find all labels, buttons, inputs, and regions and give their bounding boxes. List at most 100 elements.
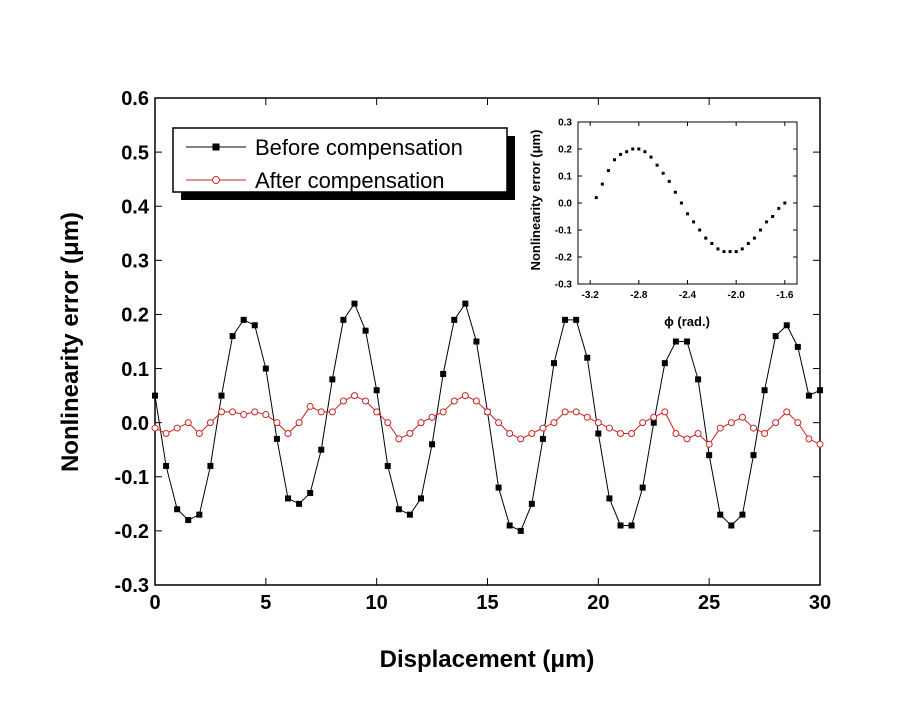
data-point-after [750, 424, 757, 432]
data-point-before [717, 511, 724, 518]
main-y-tick-label: 0.0 [121, 413, 149, 435]
data-point-after [472, 397, 480, 405]
data-point-before [706, 452, 713, 459]
inset-data-point [655, 163, 659, 167]
data-point-after [262, 411, 270, 419]
data-point-after [705, 440, 713, 448]
data-point-before [639, 484, 646, 491]
data-point-before [318, 446, 325, 453]
data-point-before [772, 333, 779, 340]
data-point-after [772, 419, 780, 427]
data-point-after [506, 429, 514, 437]
data-point-after [617, 429, 624, 437]
inset-data-point [698, 228, 702, 232]
data-point-after [428, 413, 436, 421]
inset-x-tick-label: -3.2 [582, 290, 600, 301]
data-point-before [285, 495, 291, 502]
data-point-after [639, 419, 647, 427]
main-x-tick-label: 25 [698, 592, 720, 614]
data-point-before [539, 435, 546, 442]
inset-axis-ticks: -3.2 -2.8 -2.4 -2.0 -1.6 -0.3 -0.2 -0.1 0.0 0.1 0.… [555, 118, 797, 301]
main-y-tick-label: 0.1 [121, 359, 149, 381]
inset-data-point [734, 250, 738, 254]
data-point-before [185, 517, 192, 524]
data-point-before [218, 392, 225, 399]
data-point-after [417, 419, 425, 427]
inset-data-point [631, 147, 635, 151]
data-point-before [551, 360, 557, 367]
main-x-axis-label: Displacement (μm) [380, 646, 595, 673]
inset-data-point [777, 206, 781, 210]
data-point-before [761, 387, 768, 394]
data-point-before [562, 316, 569, 323]
inset-data-point [783, 201, 787, 205]
data-point-before [240, 316, 247, 323]
data-point-after [694, 429, 702, 437]
data-point-before [440, 370, 447, 377]
data-point-after [783, 408, 791, 416]
data-point-before [595, 430, 602, 437]
series-line-after [154, 395, 821, 446]
main-y-tick-label: 0.4 [121, 196, 150, 218]
data-point-after [583, 413, 591, 421]
inset-data-point [661, 171, 665, 175]
inset-y-tick-label: 0.3 [558, 118, 572, 129]
data-point-before [628, 522, 635, 529]
main-y-tick-label: 0.6 [121, 88, 149, 110]
data-point-before [251, 322, 258, 329]
data-point-before [506, 522, 513, 529]
data-point-before [661, 360, 668, 367]
data-point-before [495, 484, 502, 491]
inset-x-axis-label: ϕ (rad.) [664, 314, 710, 329]
data-point-before [262, 365, 269, 372]
data-point-before [805, 392, 812, 399]
data-point-before [163, 462, 170, 469]
data-point-before [329, 376, 336, 383]
data-point-after [550, 419, 558, 427]
inset-data-point [600, 182, 604, 186]
data-point-after [561, 408, 569, 416]
data-point-after [794, 419, 802, 427]
data-point-after [339, 397, 347, 405]
data-point-before [451, 316, 458, 323]
inset-y-tick-label: -0.1 [555, 226, 573, 237]
data-point-before [174, 506, 181, 513]
data-point-after [184, 419, 192, 427]
data-point-before [429, 441, 436, 448]
inset-data-point [619, 152, 623, 156]
inset-data-point [716, 247, 720, 251]
data-point-before [528, 500, 535, 507]
inset-data-point [606, 169, 610, 173]
inset-y-tick-label: -0.3 [555, 280, 573, 291]
data-point-before [473, 338, 480, 345]
inset-y-tick-label: 0.2 [558, 145, 572, 156]
inset-y-tick-label: -0.2 [555, 253, 573, 264]
inset-data-point [740, 247, 744, 251]
main-x-tick-label: 30 [809, 592, 831, 614]
main-y-tick-label: 0.3 [121, 251, 149, 273]
inset-data-point [759, 228, 762, 232]
legend-marker-after [212, 176, 220, 184]
data-point-after [384, 419, 392, 427]
data-point-after [805, 435, 813, 443]
data-point-before [273, 435, 280, 442]
main-x-tick-label: 15 [476, 592, 498, 614]
inset-data-point [613, 158, 616, 162]
legend-marker-before [212, 143, 220, 151]
inset-x-tick-label: -2.8 [630, 290, 648, 301]
data-point-after [594, 419, 602, 427]
inset-data-point [704, 236, 708, 240]
data-point-after [528, 429, 536, 437]
data-point-after [661, 408, 669, 416]
inset-data-point [679, 201, 683, 205]
data-point-before [794, 343, 801, 350]
data-point-before [207, 462, 214, 469]
data-point-before [406, 511, 413, 518]
main-y-tick-label: -0.2 [115, 521, 149, 543]
data-point-after [229, 408, 237, 416]
data-point-before [517, 527, 524, 534]
data-point-after [351, 392, 358, 400]
data-point-before [750, 452, 757, 459]
legend-label-before: Before compensation [255, 135, 463, 160]
